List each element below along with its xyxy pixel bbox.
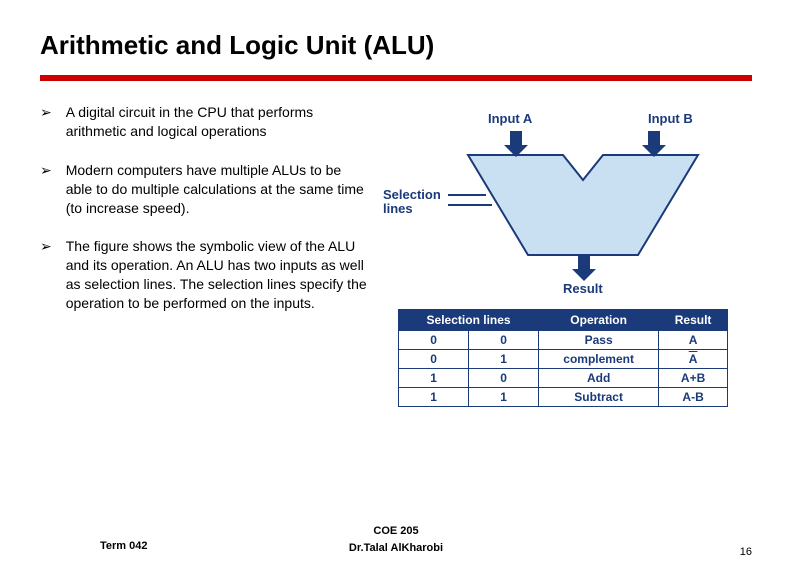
cell-sel0: 1	[399, 369, 469, 388]
title-underline	[40, 75, 752, 81]
cell-sel0: 0	[399, 331, 469, 350]
bullet-text: Modern computers have multiple ALUs to b…	[66, 161, 370, 218]
cell-res: A+B	[659, 369, 728, 388]
alu-shape-icon	[448, 125, 728, 285]
cell-sel1: 0	[469, 369, 539, 388]
page-number: 16	[740, 546, 752, 558]
page-title: Arithmetic and Logic Unit (ALU)	[40, 30, 752, 61]
figure-column: Selection lines Input A Input B Result	[388, 113, 738, 407]
cell-sel1: 0	[469, 331, 539, 350]
truth-table: Selection lines Operation Result 00PassA…	[398, 309, 728, 407]
cell-res: A	[659, 350, 728, 369]
col-operation: Operation	[539, 310, 659, 331]
cell-op: Subtract	[539, 388, 659, 407]
footer: COE 205 Dr.Talal AlKharobi Term 042 16	[40, 523, 752, 558]
cell-sel0: 0	[399, 350, 469, 369]
chevron-right-icon: ➢	[40, 103, 52, 121]
table-header-row: Selection lines Operation Result	[399, 310, 728, 331]
list-item: ➢ A digital circuit in the CPU that perf…	[40, 103, 370, 141]
cell-res: A-B	[659, 388, 728, 407]
input-a-label: Input A	[488, 111, 532, 126]
cell-sel1: 1	[469, 388, 539, 407]
bullets-column: ➢ A digital circuit in the CPU that perf…	[40, 103, 370, 407]
table-row: 11SubtractA-B	[399, 388, 728, 407]
table-row: 10AddA+B	[399, 369, 728, 388]
course-code: COE 205	[40, 523, 752, 541]
cell-sel1: 1	[469, 350, 539, 369]
table-row: 01complementA	[399, 350, 728, 369]
content-area: ➢ A digital circuit in the CPU that perf…	[40, 103, 752, 407]
bullet-text: A digital circuit in the CPU that perfor…	[66, 103, 370, 141]
chevron-right-icon: ➢	[40, 237, 52, 255]
cell-op: Pass	[539, 331, 659, 350]
col-result: Result	[659, 310, 728, 331]
bullet-text: The figure shows the symbolic view of th…	[66, 237, 370, 313]
col-selection: Selection lines	[399, 310, 539, 331]
term-label: Term 042	[100, 540, 148, 552]
cell-res: A	[659, 331, 728, 350]
chevron-right-icon: ➢	[40, 161, 52, 179]
table-row: 00PassA	[399, 331, 728, 350]
list-item: ➢ The figure shows the symbolic view of …	[40, 237, 370, 313]
alu-diagram: Selection lines Input A Input B Result	[388, 113, 738, 303]
selection-label: Selection lines	[383, 188, 448, 217]
cell-op: Add	[539, 369, 659, 388]
cell-op: complement	[539, 350, 659, 369]
cell-sel0: 1	[399, 388, 469, 407]
input-b-label: Input B	[648, 111, 693, 126]
list-item: ➢ Modern computers have multiple ALUs to…	[40, 161, 370, 218]
